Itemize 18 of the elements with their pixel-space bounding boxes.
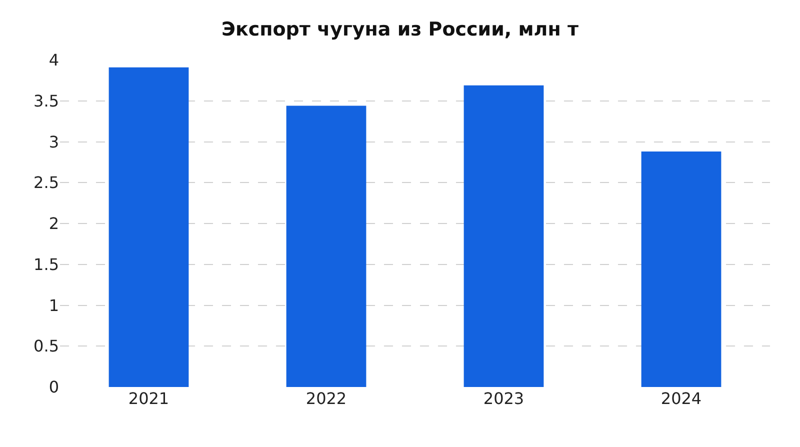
y-tick-label: 2.5 bbox=[34, 173, 59, 192]
y-tick-label: 1 bbox=[48, 296, 59, 315]
chart-title: Экспорт чугуна из России, млн т bbox=[222, 18, 578, 41]
y-tick-label: 0.5 bbox=[34, 336, 59, 356]
bar bbox=[108, 67, 189, 387]
bar bbox=[641, 152, 722, 387]
x-tick-label: 2022 bbox=[306, 389, 347, 408]
y-tick-label: 3 bbox=[48, 132, 59, 152]
y-tick-label: 3.5 bbox=[34, 91, 59, 110]
y-tick-label: 4 bbox=[48, 50, 59, 70]
y-tick-label: 0 bbox=[48, 378, 59, 397]
x-tick-label: 2024 bbox=[660, 389, 702, 408]
x-tick-label: 2023 bbox=[483, 389, 524, 408]
x-tick-label: 2021 bbox=[128, 389, 170, 408]
y-tick-label: 2 bbox=[48, 214, 59, 234]
y-tick-label: 1.5 bbox=[34, 254, 59, 274]
bar bbox=[464, 85, 544, 387]
bar bbox=[286, 106, 366, 387]
